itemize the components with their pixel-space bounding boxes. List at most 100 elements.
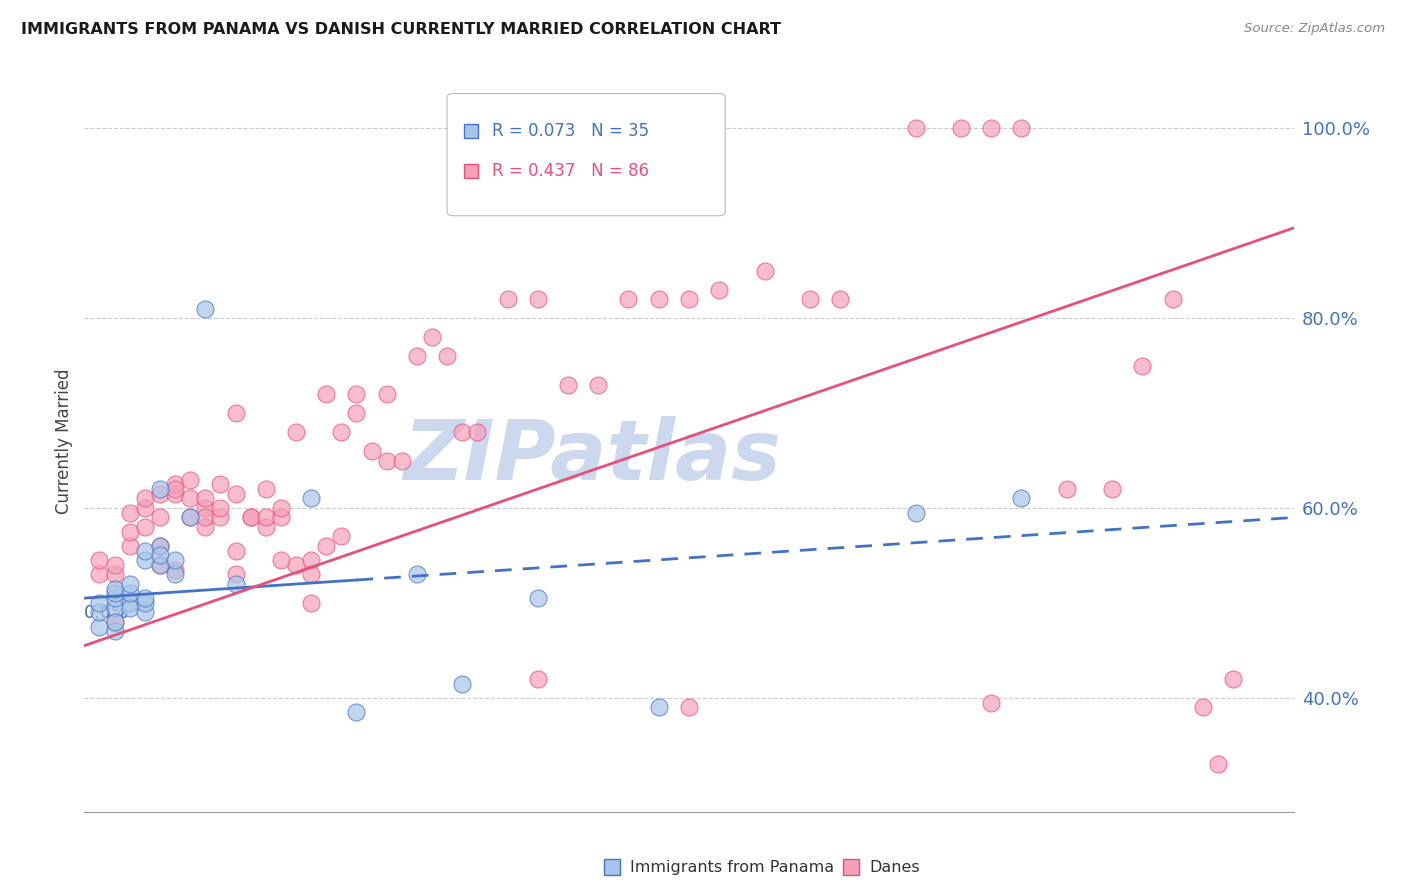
Point [104, 582, 127, 596]
Point [104, 558, 127, 572]
Point [1206, 757, 1229, 772]
Point [149, 539, 172, 553]
Point [89, 620, 111, 634]
Text: Source: ZipAtlas.com: Source: ZipAtlas.com [1244, 22, 1385, 36]
Point [104, 624, 127, 639]
Point [165, 487, 187, 501]
Point [709, 283, 731, 297]
Point [118, 506, 141, 520]
Point [134, 606, 156, 620]
Point [1011, 121, 1033, 136]
Point [1101, 482, 1123, 496]
Point [89, 567, 111, 582]
Text: R = 0.437   N = 86: R = 0.437 N = 86 [492, 162, 648, 180]
Text: 0.0%: 0.0% [84, 605, 129, 623]
Point [617, 292, 640, 306]
Point [194, 520, 217, 534]
Point [194, 301, 217, 316]
Point [134, 543, 156, 558]
Point [149, 487, 172, 501]
Point [225, 406, 247, 420]
Point [270, 510, 292, 524]
Point [1161, 292, 1184, 306]
Point [149, 558, 172, 572]
Point [299, 596, 322, 610]
Point [225, 487, 247, 501]
Y-axis label: Currently Married: Currently Married [55, 368, 73, 515]
Point [270, 500, 292, 515]
Point [254, 510, 277, 524]
Point [209, 510, 232, 524]
Point [225, 543, 247, 558]
Point [104, 615, 127, 629]
Point [194, 491, 217, 506]
Point [134, 591, 156, 606]
Point [239, 510, 262, 524]
Point [165, 563, 187, 577]
Point [904, 506, 927, 520]
Point [980, 121, 1002, 136]
Point [830, 292, 852, 306]
Point [950, 121, 973, 136]
Point [391, 453, 413, 467]
Point [346, 387, 368, 401]
Point [330, 425, 353, 439]
Point [527, 672, 550, 686]
Text: Danes: Danes [869, 860, 920, 874]
FancyBboxPatch shape [447, 94, 725, 216]
Point [1192, 700, 1215, 714]
Point [89, 596, 111, 610]
Point [270, 553, 292, 567]
Point [299, 491, 322, 506]
Point [118, 524, 141, 539]
Point [648, 700, 671, 714]
Point [557, 377, 579, 392]
Text: IMMIGRANTS FROM PANAMA VS DANISH CURRENTLY MARRIED CORRELATION CHART: IMMIGRANTS FROM PANAMA VS DANISH CURRENT… [21, 22, 782, 37]
Point [285, 558, 308, 572]
Point [104, 615, 127, 629]
Point [118, 596, 141, 610]
Point [118, 600, 141, 615]
Point [118, 577, 141, 591]
Point [118, 586, 141, 600]
Point [104, 591, 127, 606]
Point [451, 676, 474, 690]
Point [1011, 491, 1033, 506]
Point [194, 510, 217, 524]
Point [980, 696, 1002, 710]
Point [420, 330, 443, 344]
Point [678, 292, 700, 306]
Point [149, 510, 172, 524]
Point [299, 567, 322, 582]
Point [149, 539, 172, 553]
Point [346, 406, 368, 420]
Point [527, 292, 550, 306]
Point [467, 425, 489, 439]
Point [194, 500, 217, 515]
Text: Immigrants from Panama: Immigrants from Panama [630, 860, 834, 874]
Point [179, 510, 201, 524]
Point [134, 553, 156, 567]
Point [104, 586, 127, 600]
Point [315, 539, 337, 553]
Point [406, 349, 429, 363]
Point [1056, 482, 1078, 496]
Point [134, 500, 156, 515]
Point [799, 292, 821, 306]
Point [165, 477, 187, 491]
Point [1132, 359, 1154, 373]
Point [285, 425, 308, 439]
Text: ZIPatlas: ZIPatlas [404, 416, 782, 497]
Point [648, 292, 671, 306]
Point [134, 491, 156, 506]
Point [346, 705, 368, 719]
Point [149, 549, 172, 563]
Point [209, 500, 232, 515]
Point [527, 591, 550, 606]
Point [1222, 672, 1244, 686]
Point [315, 387, 337, 401]
Point [375, 387, 398, 401]
Point [678, 700, 700, 714]
Point [225, 577, 247, 591]
Point [134, 520, 156, 534]
